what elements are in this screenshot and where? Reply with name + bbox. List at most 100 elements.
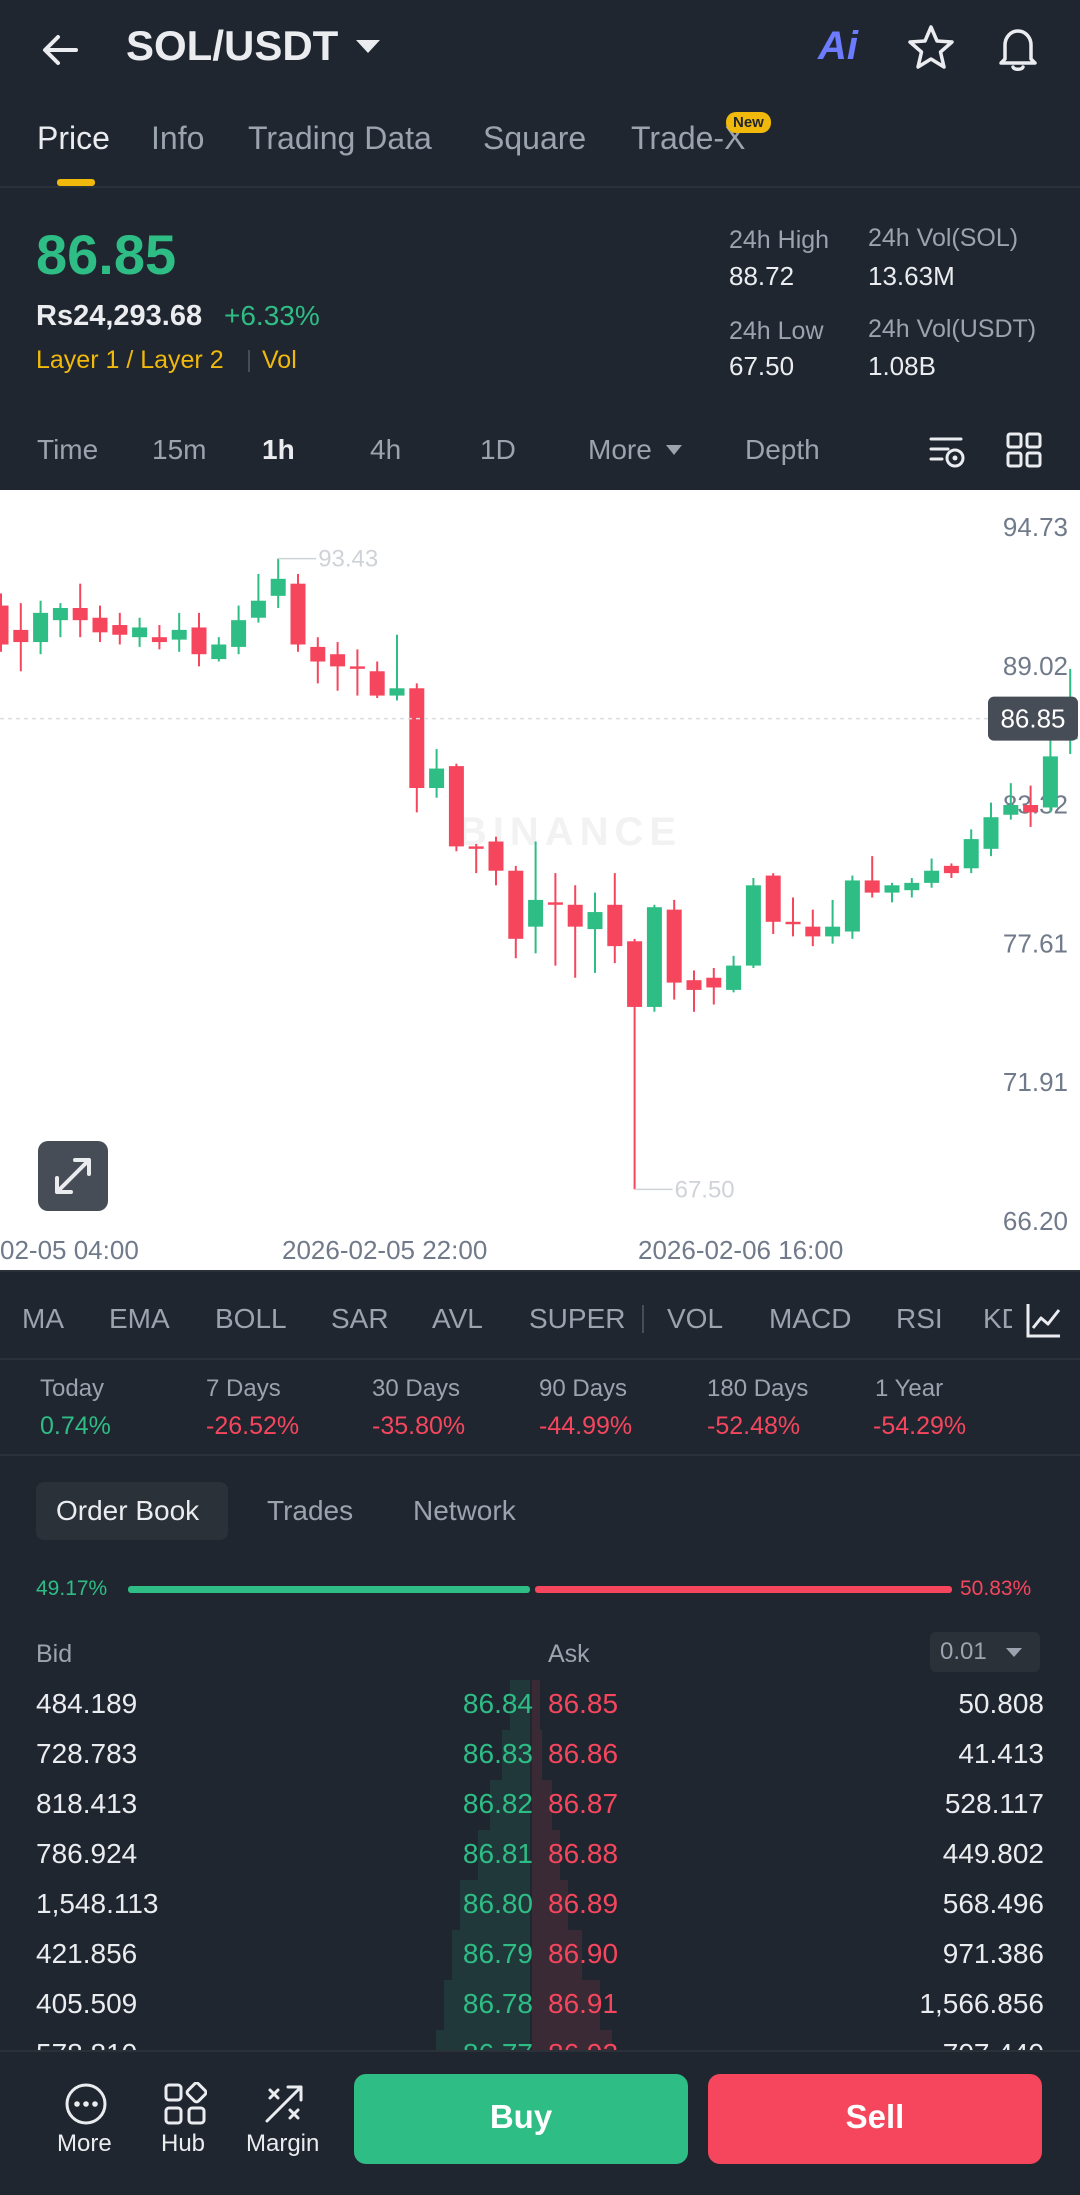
bid-depth-bar bbox=[502, 1730, 530, 1780]
perf-value-today: 0.74% bbox=[40, 1412, 111, 1440]
candle-body bbox=[369, 671, 385, 696]
price-change: +6.33% bbox=[224, 300, 320, 331]
candle-body bbox=[666, 909, 682, 983]
order-row[interactable]: 405.509 86.78 86.91 1,566.856 bbox=[0, 1980, 1080, 2030]
hub-icon[interactable] bbox=[163, 2082, 207, 2126]
interval-1d[interactable]: 1D bbox=[480, 434, 516, 465]
candle-body bbox=[310, 646, 326, 662]
candle-body bbox=[765, 875, 781, 922]
candlestick-chart[interactable]: BINANCE94.7389.0283.3277.6171.9166.2002-… bbox=[0, 490, 1080, 1270]
tab-square[interactable]: Square bbox=[483, 120, 587, 156]
indicator-ma[interactable]: MA bbox=[22, 1303, 64, 1334]
order-row[interactable]: 1,548.113 86.80 86.89 568.496 bbox=[0, 1880, 1080, 1930]
candle-body bbox=[884, 885, 900, 893]
bid-price: 86.83 bbox=[462, 1738, 533, 1769]
candle-body bbox=[290, 583, 306, 645]
order-row[interactable]: 421.856 86.79 86.90 971.386 bbox=[0, 1930, 1080, 1980]
star-icon[interactable] bbox=[905, 22, 957, 74]
candle-body bbox=[844, 880, 860, 932]
perf-label-30d: 30 Days bbox=[372, 1375, 461, 1402]
chart-settings-icon[interactable] bbox=[928, 432, 966, 470]
grid-icon[interactable] bbox=[1006, 432, 1042, 468]
active-tab-indicator bbox=[57, 179, 95, 186]
margin-icon[interactable] bbox=[262, 2082, 306, 2126]
candle-body bbox=[468, 846, 484, 849]
depth-button[interactable]: Depth bbox=[745, 434, 820, 465]
order-row[interactable]: 818.413 86.82 86.87 528.117 bbox=[0, 1780, 1080, 1830]
order-row[interactable]: 578.810 86.77 86.92 707.440 bbox=[0, 2030, 1080, 2050]
bid-quantity: 818.413 bbox=[36, 1788, 138, 1819]
divider bbox=[0, 186, 1080, 188]
candle-body bbox=[924, 870, 940, 883]
more-icon[interactable] bbox=[64, 2082, 108, 2126]
order-row[interactable]: 786.924 86.81 86.88 449.802 bbox=[0, 1830, 1080, 1880]
perf-label-180d: 180 Days bbox=[707, 1375, 809, 1402]
bid-quantity: 728.783 bbox=[36, 1738, 138, 1769]
candle-body bbox=[587, 912, 603, 930]
tab-price[interactable]: Price bbox=[37, 120, 110, 156]
sell-button[interactable]: Sell bbox=[708, 2074, 1042, 2164]
ask-depth-bar bbox=[532, 1880, 568, 1930]
candle-body bbox=[211, 644, 227, 660]
perf-label-90d: 90 Days bbox=[539, 1375, 628, 1402]
indicator-macd[interactable]: MACD bbox=[769, 1303, 852, 1334]
caret-down-icon[interactable] bbox=[356, 40, 380, 53]
perf-label-7d: 7 Days bbox=[206, 1375, 281, 1402]
tab-trades[interactable]: Trades bbox=[267, 1495, 354, 1526]
new-badge: New bbox=[726, 112, 771, 133]
tab-order-book[interactable]: Order Book bbox=[56, 1495, 200, 1526]
indicator-super[interactable]: SUPER bbox=[529, 1303, 626, 1334]
candle-body bbox=[646, 907, 662, 1007]
candle-body bbox=[191, 627, 207, 655]
perf-label-1y: 1 Year bbox=[875, 1375, 944, 1402]
bid-depth-bar bbox=[436, 2030, 530, 2050]
ask-ratio: 50.83% bbox=[960, 1577, 1032, 1600]
interval-15m[interactable]: 15m bbox=[152, 434, 207, 465]
indicator-ema[interactable]: EMA bbox=[109, 1303, 170, 1334]
candle-body bbox=[825, 926, 841, 937]
bid-quantity: 421.856 bbox=[36, 1938, 138, 1969]
interval-more[interactable]: More bbox=[588, 434, 652, 465]
candle-body bbox=[171, 629, 187, 640]
ask-price: 86.87 bbox=[548, 1788, 619, 1819]
interval-time[interactable]: Time bbox=[37, 434, 99, 465]
divider bbox=[0, 1454, 1080, 1456]
more-caret-icon[interactable] bbox=[666, 445, 682, 455]
buy-button[interactable]: Buy bbox=[354, 2074, 688, 2164]
interval-1h[interactable]: 1h bbox=[262, 434, 295, 465]
category-tag[interactable]: Layer 1 / Layer 2 bbox=[36, 346, 224, 374]
bid-depth-bar bbox=[490, 1780, 530, 1830]
interval-4h[interactable]: 4h bbox=[370, 434, 402, 465]
back-arrow-icon[interactable] bbox=[36, 26, 84, 74]
indicator-boll[interactable]: BOLL bbox=[215, 1303, 287, 1334]
tab-info[interactable]: Info bbox=[151, 120, 205, 156]
tab-network[interactable]: Network bbox=[413, 1495, 516, 1526]
indicator-rsi[interactable]: RSI bbox=[896, 1303, 943, 1334]
indicator-chart-icon[interactable] bbox=[1024, 1300, 1064, 1340]
candle-body bbox=[151, 637, 167, 643]
margin-label[interactable]: Margin bbox=[246, 2130, 320, 2157]
order-row[interactable]: 484.189 86.84 86.85 50.808 bbox=[0, 1680, 1080, 1730]
indicator-vol[interactable]: VOL bbox=[667, 1303, 724, 1334]
more-label[interactable]: More bbox=[57, 2130, 112, 2157]
price-chart[interactable]: BINANCE 94.73 89.02 83.32 77.61 71.91 66.20 02-… bbox=[0, 490, 1080, 1270]
precision-value: 0.01 bbox=[940, 1638, 987, 1665]
ai-icon[interactable]: Ai bbox=[818, 24, 858, 68]
ask-price: 86.89 bbox=[548, 1888, 619, 1919]
bell-icon[interactable] bbox=[992, 22, 1044, 74]
order-row[interactable]: 728.783 86.83 86.86 41.413 bbox=[0, 1730, 1080, 1780]
ask-quantity: 707.440 bbox=[943, 2038, 1044, 2050]
indicator-sar[interactable]: SAR bbox=[331, 1303, 389, 1334]
candle-body bbox=[429, 768, 445, 789]
candle-body bbox=[250, 600, 266, 618]
tab-trading-data[interactable]: Trading Data bbox=[248, 120, 432, 156]
vol-tag[interactable]: Vol bbox=[262, 346, 297, 374]
indicator-avl[interactable]: AVL bbox=[432, 1303, 483, 1334]
precision-select[interactable]: 0.01 bbox=[930, 1632, 1040, 1672]
hub-label[interactable]: Hub bbox=[161, 2130, 206, 2157]
candle-body bbox=[943, 865, 959, 874]
expand-button[interactable] bbox=[38, 1141, 108, 1211]
pair-title[interactable]: SOL/USDT bbox=[126, 22, 339, 69]
top-bar: SOL/USDT Ai bbox=[0, 0, 1080, 100]
ask-depth-bar bbox=[532, 2030, 612, 2050]
